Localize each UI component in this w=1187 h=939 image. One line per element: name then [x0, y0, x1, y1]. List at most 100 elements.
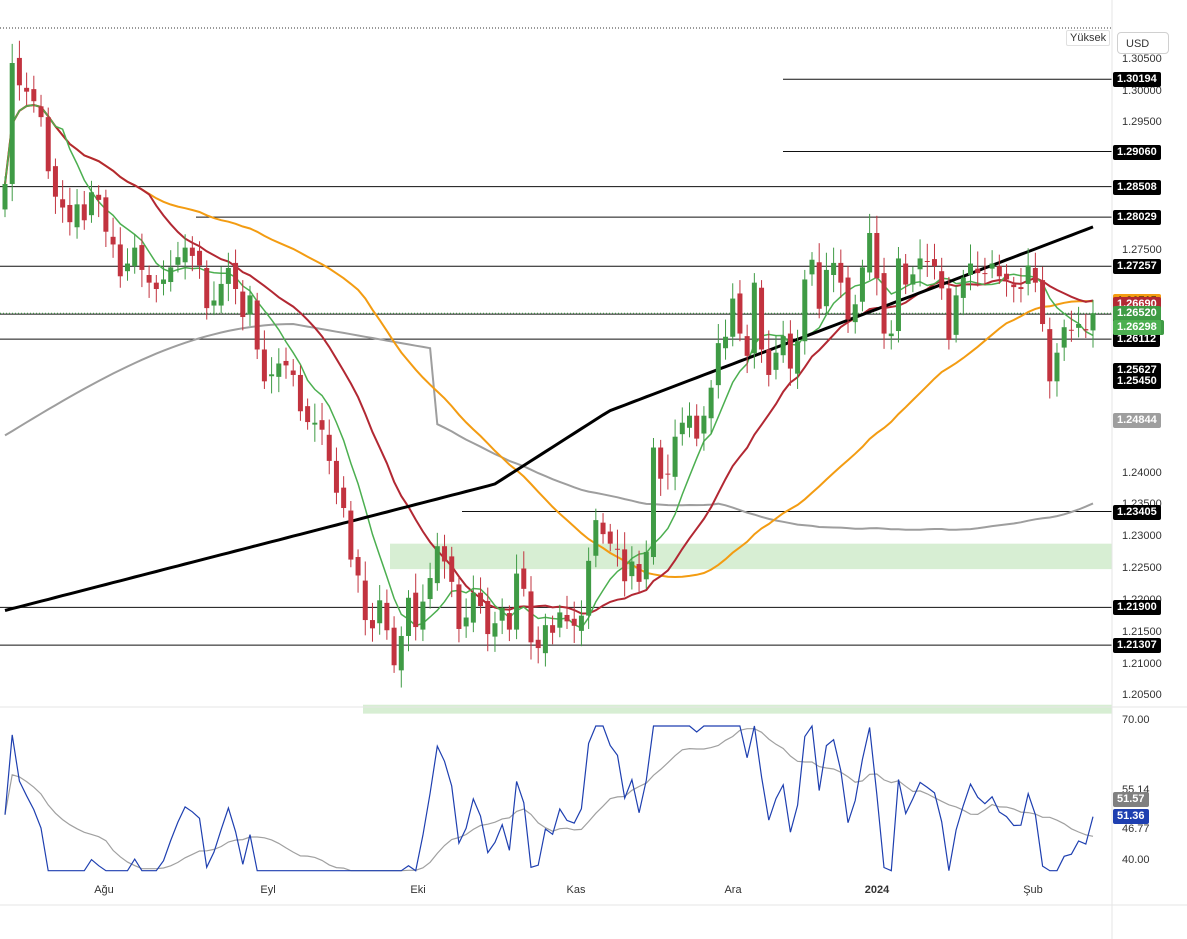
price-tick-label: 1.23000 — [1122, 530, 1162, 543]
candle — [723, 336, 729, 349]
ma-gray-tag: 1.24844 — [1113, 412, 1161, 428]
candle — [586, 560, 592, 616]
candle — [326, 434, 332, 461]
candle — [110, 236, 116, 245]
ma-green-tag: 1.26298 — [1113, 320, 1161, 336]
candle — [319, 420, 325, 430]
rsi-line — [4, 724, 1094, 872]
candle — [1011, 284, 1017, 288]
candle — [297, 374, 303, 412]
candle — [333, 460, 339, 493]
candle — [874, 232, 880, 279]
candle — [867, 232, 873, 273]
candle — [1083, 329, 1089, 331]
candle — [816, 262, 822, 309]
price-tick-label: 1.21000 — [1122, 657, 1162, 670]
candle — [744, 336, 750, 356]
candle — [1061, 327, 1067, 348]
time-tick-label: Eyl — [260, 884, 276, 896]
candle — [312, 422, 318, 425]
candle — [622, 549, 628, 582]
level-tag: 1.23405 — [1113, 504, 1161, 520]
level-tag: 1.26112 — [1113, 332, 1161, 348]
ma-gray-line — [4, 322, 1094, 531]
candle — [153, 282, 159, 290]
candle — [831, 262, 837, 276]
candle — [52, 166, 58, 197]
highlight-zones — [363, 543, 1112, 714]
rsi-tick-label: 40.00 — [1122, 854, 1150, 867]
candles — [2, 40, 1096, 688]
level-tag: 1.29060 — [1113, 144, 1161, 160]
price-tick-label: 1.24000 — [1122, 466, 1162, 479]
candle — [650, 447, 656, 558]
candle — [290, 370, 296, 375]
candle — [225, 268, 231, 284]
candle — [593, 520, 599, 556]
candle — [38, 106, 44, 118]
candle — [168, 267, 174, 283]
candle — [434, 546, 440, 584]
candle — [535, 639, 541, 649]
candle — [823, 269, 829, 307]
candle — [427, 578, 433, 600]
candle — [485, 600, 491, 635]
time-tick-label: Eki — [410, 884, 426, 896]
candle — [759, 287, 765, 350]
candle — [859, 267, 865, 302]
candle — [946, 288, 952, 340]
candle — [1018, 287, 1024, 290]
candle — [694, 415, 700, 439]
candle — [888, 333, 894, 337]
candle — [737, 293, 743, 334]
candle — [1068, 329, 1074, 331]
candle — [852, 304, 858, 323]
rsi-ma-tag: 51.57 — [1113, 792, 1149, 808]
candle — [254, 300, 260, 350]
candle — [1004, 273, 1010, 280]
candle — [910, 274, 916, 285]
candle — [658, 447, 664, 479]
scale-mode-label[interactable]: Yüksek — [1066, 30, 1111, 46]
candle — [614, 548, 620, 550]
support-zone — [390, 543, 1112, 570]
candle — [773, 352, 779, 370]
candle — [881, 273, 887, 334]
support-zone — [363, 704, 1112, 714]
price-tick-label: 1.29500 — [1122, 116, 1162, 129]
candle — [802, 279, 808, 342]
rsi-tick-label: 70.00 — [1122, 714, 1150, 727]
rsi-ma-line — [4, 728, 1094, 872]
candle — [607, 531, 613, 544]
candle — [478, 592, 484, 607]
candle — [384, 602, 390, 631]
candle — [751, 282, 757, 354]
candle — [355, 557, 361, 576]
candle — [636, 564, 642, 582]
candle — [117, 244, 123, 277]
price-tick-label: 1.30500 — [1122, 52, 1162, 65]
candle — [578, 615, 584, 631]
currency-selector[interactable]: USD — [1117, 32, 1169, 54]
candle — [687, 415, 693, 428]
candle — [103, 197, 109, 232]
candle — [391, 627, 397, 666]
time-tick-label: Kas — [566, 884, 586, 896]
ma-red-line — [4, 103, 1094, 615]
candle — [276, 363, 282, 377]
time-tick-label: Ara — [724, 884, 742, 896]
candle — [470, 592, 476, 623]
candle — [492, 623, 498, 637]
candle — [903, 263, 909, 285]
current-price-tag: 1.26520 — [1113, 306, 1161, 322]
candle — [838, 262, 844, 283]
moving-averages — [4, 103, 1094, 629]
candle — [989, 263, 995, 269]
candle — [45, 117, 51, 172]
candle — [600, 522, 606, 535]
candle — [31, 89, 37, 102]
candle — [528, 591, 534, 643]
candle — [542, 625, 548, 654]
candle — [161, 279, 167, 284]
